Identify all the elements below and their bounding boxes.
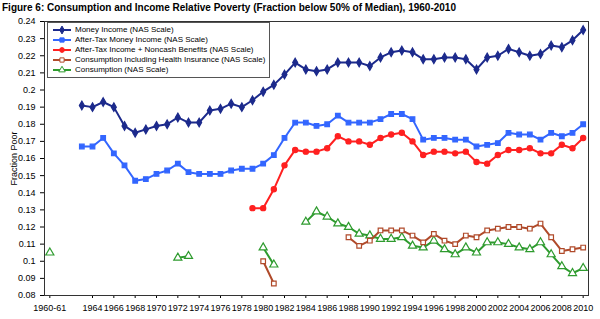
svg-text:1994: 1994 — [402, 303, 422, 313]
svg-text:Fraction Poor: Fraction Poor — [9, 131, 19, 185]
svg-text:0.18: 0.18 — [18, 119, 36, 129]
svg-text:1964: 1964 — [82, 303, 102, 313]
svg-text:0.15: 0.15 — [18, 171, 36, 181]
svg-text:0.17: 0.17 — [18, 136, 36, 146]
svg-text:0.19: 0.19 — [18, 102, 36, 112]
svg-text:1960-61: 1960-61 — [33, 303, 66, 313]
svg-text:1970: 1970 — [146, 303, 166, 313]
svg-text:0.11: 0.11 — [19, 239, 36, 249]
svg-text:0.21: 0.21 — [18, 68, 36, 78]
html-text:After-Tax Income + Noncash Ben: After-Tax Income + Noncash Benefits (NAS… — [75, 45, 254, 54]
svg-text:0.23: 0.23 — [18, 34, 36, 44]
svg-text:2006: 2006 — [530, 303, 550, 313]
svg-text:0.08: 0.08 — [18, 290, 36, 300]
html-text:Consumption (NAS Scale): Consumption (NAS Scale) — [75, 65, 169, 74]
html-text:Figure 6: Consumption and Inco: Figure 6: Consumption and Income Relativ… — [2, 2, 456, 13]
html-text:After-Tax Money Income (NAS Sc: After-Tax Money Income (NAS Scale) — [75, 35, 208, 44]
svg-text:0.24: 0.24 — [18, 16, 36, 26]
svg-text:0.1: 0.1 — [23, 256, 36, 266]
svg-text:0.16: 0.16 — [18, 153, 36, 163]
svg-text:1998: 1998 — [445, 303, 465, 313]
svg-text:0.09: 0.09 — [18, 273, 36, 283]
svg-text:1986: 1986 — [317, 303, 337, 313]
svg-text:1984: 1984 — [296, 303, 316, 313]
svg-text:0.12: 0.12 — [18, 222, 36, 232]
svg-text:1976: 1976 — [210, 303, 230, 313]
svg-text:1982: 1982 — [274, 303, 294, 313]
svg-text:0.2: 0.2 — [23, 85, 36, 95]
svg-text:1974: 1974 — [189, 303, 209, 313]
svg-text:0.22: 0.22 — [18, 51, 36, 61]
svg-text:0.13: 0.13 — [18, 205, 36, 215]
svg-text:1990: 1990 — [360, 303, 380, 313]
svg-text:1988: 1988 — [338, 303, 358, 313]
svg-text:1996: 1996 — [424, 303, 444, 313]
svg-text:1972: 1972 — [168, 303, 188, 313]
svg-text:0.14: 0.14 — [18, 188, 36, 198]
svg-text:2000: 2000 — [466, 303, 486, 313]
html-text:Consumption Including Health I: Consumption Including Health Insurance (… — [75, 55, 266, 64]
svg-text:2002: 2002 — [488, 303, 508, 313]
svg-text:1966: 1966 — [104, 303, 124, 313]
svg-text:2010: 2010 — [573, 303, 593, 313]
svg-text:2008: 2008 — [552, 303, 572, 313]
svg-text:1992: 1992 — [381, 303, 401, 313]
svg-text:1968: 1968 — [125, 303, 145, 313]
svg-text:1978: 1978 — [232, 303, 252, 313]
svg-text:1980: 1980 — [253, 303, 273, 313]
svg-text:2004: 2004 — [509, 303, 529, 313]
html-text:Money Income (NAS Scale): Money Income (NAS Scale) — [75, 25, 174, 34]
